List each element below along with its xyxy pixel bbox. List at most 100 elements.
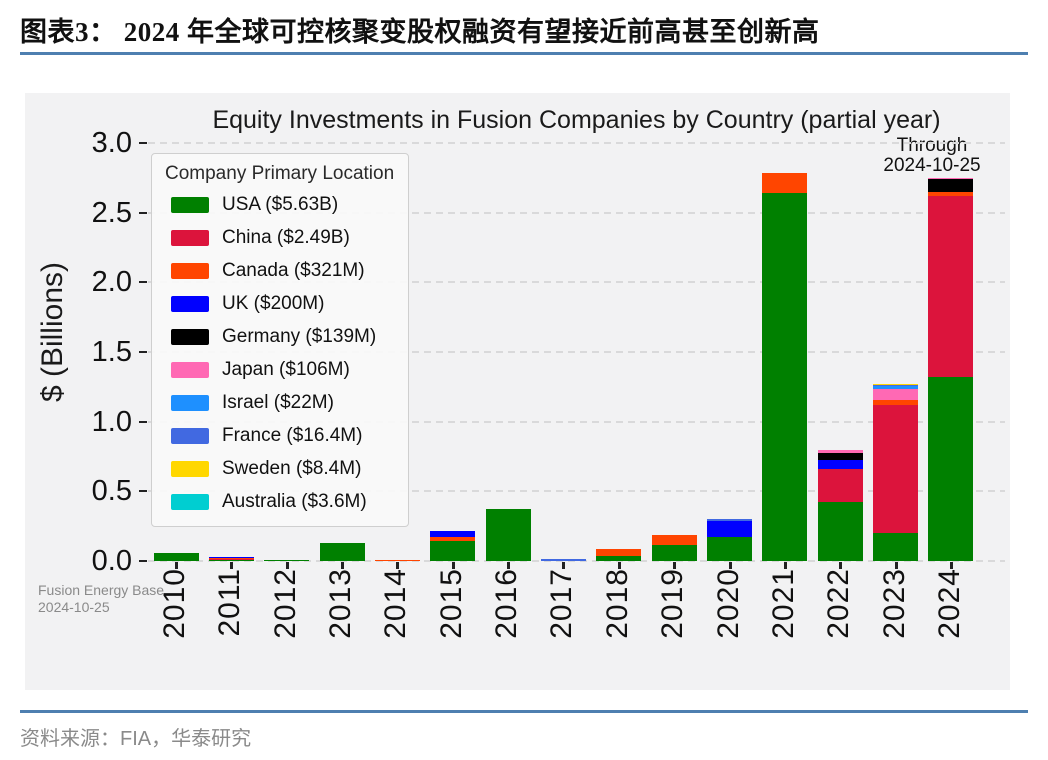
footer-divider xyxy=(20,710,1028,713)
chart-title: Equity Investments in Fusion Companies b… xyxy=(212,106,941,134)
bar-segment xyxy=(928,377,974,561)
y-tick xyxy=(139,490,147,493)
bar-segment xyxy=(707,536,753,561)
legend-item: USA ($5.63B) xyxy=(171,194,396,216)
legend-title: Company Primary Location xyxy=(165,163,395,184)
x-tick xyxy=(728,562,732,569)
x-tick-label: 2010 xyxy=(158,568,191,639)
legend-label: USA ($5.63B) xyxy=(222,194,339,215)
legend-item: Australia ($3.6M) xyxy=(171,491,396,513)
bar-segment xyxy=(928,177,974,180)
gridline-2.5 xyxy=(148,211,1005,214)
bar-segment xyxy=(762,172,808,194)
x-tick-label: 2014 xyxy=(379,568,413,639)
x-tick-label: 2019 xyxy=(656,568,690,639)
x-tick xyxy=(230,562,234,569)
legend-swatch xyxy=(171,494,209,510)
gridline-3.0 xyxy=(148,142,1005,144)
bar-segment xyxy=(873,533,919,561)
legend-item: UK ($200M) xyxy=(171,293,396,315)
through-date-annotation: Through 2024-10-25 xyxy=(862,136,1002,176)
y-tick xyxy=(139,211,147,214)
bar-segment xyxy=(153,552,199,561)
legend-item: Germany ($139M) xyxy=(171,326,396,348)
bar-segment xyxy=(430,531,476,537)
legend-label: Japan ($106M) xyxy=(222,359,350,380)
legend-item: Japan ($106M) xyxy=(171,359,396,381)
bar-segment xyxy=(208,558,254,560)
y-tick xyxy=(139,420,147,423)
legend-swatch xyxy=(171,263,209,279)
y-tick-label: 2.0 xyxy=(91,266,132,299)
bar-segment xyxy=(762,193,808,561)
legend-swatch xyxy=(171,362,209,378)
bar-segment xyxy=(596,549,642,556)
x-tick-label: 2024 xyxy=(932,568,966,639)
legend-item: Israel ($22M) xyxy=(171,392,396,414)
x-tick xyxy=(451,562,455,569)
x-tick xyxy=(617,562,621,569)
bar-segment xyxy=(208,560,254,562)
x-tick-label: 2023 xyxy=(877,568,911,639)
y-tick-label: 0.5 xyxy=(91,475,132,508)
legend-swatch xyxy=(171,197,209,213)
legend-label: Israel ($22M) xyxy=(222,392,334,413)
x-tick-label: 2016 xyxy=(490,568,524,639)
bar-segment xyxy=(651,534,697,545)
bar-segment xyxy=(707,520,753,537)
legend-label: France ($16.4M) xyxy=(222,425,363,446)
legend-swatch xyxy=(171,461,209,477)
x-tick xyxy=(949,562,953,569)
bar-segment xyxy=(430,536,476,541)
bar-segment xyxy=(540,559,586,561)
bar-segment xyxy=(873,388,919,401)
x-tick-label: 2022 xyxy=(822,568,856,639)
legend-swatch xyxy=(171,230,209,246)
legend-label: Sweden ($8.4M) xyxy=(222,458,362,479)
x-tick xyxy=(894,562,898,569)
x-tick xyxy=(175,562,178,569)
legend-swatch xyxy=(171,428,209,444)
legend-label: UK ($200M) xyxy=(222,293,325,314)
bar-segment xyxy=(596,555,642,561)
x-tick xyxy=(396,562,400,569)
bar-segment xyxy=(485,508,531,561)
gridline-0.0 xyxy=(148,560,1005,562)
legend-label: China ($2.49B) xyxy=(222,227,350,248)
y-tick xyxy=(139,281,147,284)
bar-segment xyxy=(651,544,697,561)
watermark-line1: Fusion Energy Base xyxy=(38,582,165,598)
gridline-1.0 xyxy=(148,420,1005,423)
y-tick-label: 3.0 xyxy=(91,127,132,159)
data-source-watermark: Fusion Energy Base 2024-10-25 xyxy=(38,582,164,616)
x-tick xyxy=(285,562,289,569)
x-tick xyxy=(783,562,787,569)
bar-segment xyxy=(707,518,753,521)
x-tick-label: 2013 xyxy=(324,568,358,639)
bar-segment xyxy=(817,453,863,460)
y-tick xyxy=(139,351,147,353)
bar-segment xyxy=(208,556,254,559)
bar-segment xyxy=(873,385,919,389)
bar-segment xyxy=(873,383,919,386)
bar-segment xyxy=(928,179,974,192)
x-tick-label: 2020 xyxy=(711,568,745,639)
y-tick-label: 1.0 xyxy=(91,405,132,438)
through-line1: Through xyxy=(896,135,968,156)
bar-segment xyxy=(208,559,254,561)
legend-label: Canada ($321M) xyxy=(222,260,365,281)
legend-swatch xyxy=(171,329,209,345)
source-line: 资料来源：FIA，华泰研究 xyxy=(20,728,252,750)
legend-item: France ($16.4M) xyxy=(171,425,396,447)
bar-segment xyxy=(873,385,919,386)
legend-item: China ($2.49B) xyxy=(171,227,396,249)
y-tick xyxy=(139,142,147,144)
bar-segment xyxy=(264,560,310,562)
through-line2: 2024-10-25 xyxy=(883,155,981,176)
bar-segment xyxy=(817,469,863,503)
bar-segment xyxy=(873,400,919,405)
bar-segment xyxy=(928,195,974,378)
bar-segment xyxy=(817,502,863,561)
x-tick-label: 2017 xyxy=(545,568,579,639)
